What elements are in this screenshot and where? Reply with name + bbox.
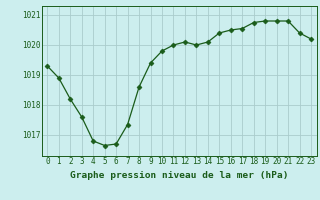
X-axis label: Graphe pression niveau de la mer (hPa): Graphe pression niveau de la mer (hPa): [70, 171, 288, 180]
